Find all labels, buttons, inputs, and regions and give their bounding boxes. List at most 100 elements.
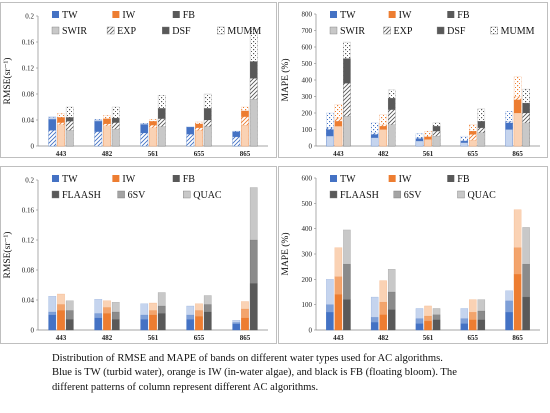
bar-flaash-tw [326, 312, 334, 331]
legend-swatch-6sv [393, 190, 401, 199]
bar-flaash-tw [370, 322, 379, 331]
x-tick-label: 482 [102, 150, 113, 158]
legend-label-6sv: 6SV [404, 190, 423, 201]
y-tick-label: 200 [302, 110, 313, 118]
y-tick-label: 200 [302, 276, 313, 284]
y-tick-label: 0.04 [22, 297, 35, 305]
y-tick-label: 700 [302, 27, 313, 35]
legend-label-iw: IW [399, 174, 412, 185]
caption-line-1: Distribution of RMSE and MAPE of bands o… [52, 353, 443, 364]
bar-exp-tw [94, 131, 103, 147]
legend-swatch-exp [106, 26, 115, 35]
caption-line-3: different patterns of column represent d… [52, 381, 319, 393]
bar-swir-iw [149, 127, 157, 147]
bar-swir-iw [379, 129, 387, 147]
bar-flaash-tw [186, 319, 195, 331]
legend-label-quac: QUAC [468, 190, 497, 201]
y-axis-label: RMSE(sr⁻¹) [2, 232, 13, 279]
y-tick-label: 0.08 [22, 267, 35, 275]
legend-swatch-fb [447, 11, 455, 18]
legend-swatch-fb [172, 11, 180, 18]
bar-flaash-tw [415, 323, 424, 331]
x-tick-label: 443 [333, 334, 344, 342]
legend-swatch-flaash [329, 190, 338, 199]
legend-swatch-iw [112, 11, 120, 18]
legend-label-mumm: MUMM [501, 26, 535, 37]
bar-swir-tw [415, 140, 424, 147]
bar-flaash-iw [379, 314, 387, 331]
legend-label-quac: QUAC [193, 190, 222, 201]
bar-swir-fb [522, 122, 530, 147]
legend-swatch-swir [51, 26, 60, 35]
chart-panel-top-right: 0 100 200 300 400 500 600 700 800 MAPE (%) 443 482 5… [278, 2, 548, 158]
legend-swatch-tw [52, 11, 59, 18]
x-tick-label: 655 [194, 150, 205, 158]
y-tick-label: 800 [302, 11, 313, 19]
legend-label-tw: TW [340, 10, 356, 21]
legend-swatch-iw [112, 175, 120, 182]
bar-exp-tw [232, 136, 241, 147]
caption-line-2: Blue is TW (turbid water), orange is IW … [52, 367, 457, 379]
y-tick-label: 0.08 [22, 91, 35, 99]
y-tick-label: 0.12 [22, 237, 35, 245]
bar-swir-tw [326, 135, 334, 147]
y-tick-label: 0 [309, 143, 313, 151]
y-tick-label: 0.04 [22, 117, 35, 125]
bar-swir-iw [334, 126, 343, 147]
y-tick-label: 400 [302, 77, 313, 85]
legend-label-fb: FB [457, 174, 470, 185]
bar-swir-fb [432, 135, 441, 147]
y-tick-label: 0.16 [22, 39, 35, 47]
y-tick-label: 0 [31, 327, 35, 335]
panel-border [278, 166, 548, 344]
bar-flaash-iw [103, 313, 111, 331]
x-tick-label: 482 [378, 334, 389, 342]
x-tick-label: 482 [378, 150, 389, 158]
legend-label-tw: TW [62, 10, 78, 21]
bar-flaash-iw [513, 274, 522, 331]
legend-swatch-fb [447, 175, 455, 182]
panel-border [0, 2, 277, 158]
legend-label-exp: EXP [394, 26, 413, 37]
x-tick-label: 655 [468, 334, 479, 342]
panel-border [278, 2, 548, 158]
y-tick-label: 600 [302, 44, 313, 52]
charts-figure: 0 0.04 0.08 0.12 0.16 0.2 RMSE(sr⁻¹) 443 482 561 6… [0, 2, 548, 344]
legend-label-swir: SWIR [340, 26, 365, 37]
legend-label-tw: TW [62, 174, 78, 185]
y-tick-label: 100 [302, 126, 313, 134]
bar-flaash-fb [343, 299, 351, 331]
bar-flaash-tw [48, 314, 57, 331]
chart-legend: TW IW FB FLAASH 6SV QUAC [51, 174, 222, 201]
legend-label-swir: SWIR [62, 26, 87, 37]
x-tick-label: 443 [333, 150, 344, 158]
bar-exp-tw [48, 130, 57, 147]
y-tick-label: 0.2 [25, 177, 34, 185]
legend-swatch-6sv [117, 190, 125, 199]
bar-swir-fb [477, 132, 486, 147]
bar-swir-tw [460, 142, 469, 147]
bar-swir-iw [195, 130, 203, 147]
y-tick-label: 100 [302, 301, 313, 309]
legend-label-fb: FB [183, 174, 196, 185]
legend-label-6sv: 6SV [128, 190, 147, 201]
legend-label-fb: FB [457, 10, 470, 21]
bar-flaash-iw [241, 317, 249, 331]
y-tick-label: 0.2 [25, 13, 34, 21]
bar-flaash-fb [249, 283, 258, 331]
y-tick-label: 0.12 [22, 65, 35, 73]
bar-swir-fb [65, 130, 74, 147]
bar-flaash-fb [432, 319, 441, 331]
y-tick-label: 0 [31, 143, 35, 151]
bar-flaash-fb [157, 313, 166, 331]
x-tick-label: 865 [240, 334, 251, 342]
x-tick-label: 865 [512, 334, 523, 342]
legend-label-exp: EXP [117, 26, 136, 37]
legend-swatch-mumm [490, 26, 498, 35]
bar-flaash-tw [94, 317, 103, 331]
legend-label-iw: IW [122, 10, 135, 21]
bar-swir-iw [513, 112, 522, 147]
legend-swatch-fb [172, 175, 180, 182]
y-tick-label: 500 [302, 60, 313, 68]
x-tick-label: 865 [512, 150, 523, 158]
